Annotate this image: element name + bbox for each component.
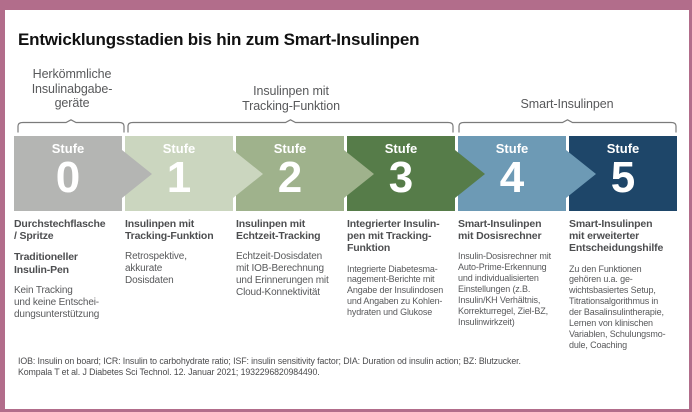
stage-0-description: Kein Tracking und keine Entschei- dungsu… xyxy=(14,284,100,320)
stage-0: Stufe 0 xyxy=(14,136,152,211)
stage-3-heading: Integrierter Insulin- pen mit Tracking- … xyxy=(347,218,440,255)
stage-1-text: Insulinpen mit Tracking-Funktion Retrosp… xyxy=(125,218,233,351)
brace-smart-icon xyxy=(458,119,677,133)
stage-1-step-label: Stufe xyxy=(162,141,196,156)
stage-0-heading: Durchstechflasche / Spritze xyxy=(14,218,106,243)
arrow-right-icon xyxy=(566,149,596,198)
stage-2-block: Stufe 2 xyxy=(236,136,344,211)
group-label-smart: Smart-Insulinpen xyxy=(520,97,614,111)
stage-2-heading: Insulinpen mit Echtzeit-Tracking xyxy=(236,218,321,243)
stage-5-heading: Smart-Insulinpen mit erweiterter Entsche… xyxy=(569,218,664,255)
stage-4-heading: Smart-Insulinpen mit Dosisrechner xyxy=(458,218,542,243)
page-title: Entwicklungsstadien bis hin zum Smart-In… xyxy=(18,30,420,49)
stage-4-text: Smart-Insulinpen mit Dosisrechner Insuli… xyxy=(458,218,566,351)
stage-4-step-label: Stufe xyxy=(495,141,529,156)
stage-1-heading: Insulinpen mit Tracking-Funktion xyxy=(125,218,214,243)
stage-0-block: Stufe 0 xyxy=(14,136,122,211)
stage-2-text: Insulinpen mit Echtzeit-Tracking Echtzei… xyxy=(236,218,344,351)
stage-descriptions: Durchstechflasche / Spritze Traditionell… xyxy=(14,218,677,351)
stage-5-number: 5 xyxy=(610,153,636,203)
stage-3-text: Integrierter Insulin- pen mit Tracking- … xyxy=(347,218,455,351)
footnote-abbreviations: IOB: Insulin on board; ICR: Insulin to c… xyxy=(18,356,521,366)
group-label-tracking: Insulinpen mit Tracking-Funktion xyxy=(242,84,340,113)
stage-2: Stufe 2 xyxy=(236,136,374,211)
stage-2-step-label: Stufe xyxy=(273,141,307,156)
brace-tracking-icon xyxy=(127,119,454,133)
stage-3-description: Integrierte Diabetesma- nagement-Bericht… xyxy=(347,263,444,318)
stage-2-description: Echtzeit-Dosisdaten mit IOB-Berechnung u… xyxy=(236,251,329,299)
stage-5-text: Smart-Insulinpen mit erweiterter Entsche… xyxy=(569,218,677,351)
arrow-right-icon xyxy=(233,149,263,198)
stage-0-heading2: Traditioneller Insulin-Pen xyxy=(14,251,78,276)
stage-0-step-label: Stufe xyxy=(51,141,85,156)
arrow-right-icon xyxy=(122,149,152,198)
stage-5-step-label: Stufe xyxy=(606,141,640,156)
arrow-right-icon xyxy=(344,149,374,198)
stage-3-number: 3 xyxy=(388,153,414,203)
stage-4-number: 4 xyxy=(499,153,525,203)
footnote-source: Kompala T et al. J Diabetes Sci Technol.… xyxy=(18,367,320,378)
stage-3-step-label: Stufe xyxy=(384,141,418,156)
group-label-traditional: Herkömmliche Insulinabgabe- geräte xyxy=(31,67,113,110)
stage-band: Stufe 0 Stufe 1 Stufe 2 Stufe 3 xyxy=(14,136,677,211)
arrow-right-icon xyxy=(455,149,485,198)
stage-1-description: Retrospektive, akkurate Dosisdaten xyxy=(125,251,187,287)
stage-2-number: 2 xyxy=(277,153,303,203)
stage-1-number: 1 xyxy=(166,153,192,203)
group-braces xyxy=(17,119,677,133)
stage-5-description: Zu den Funktionen gehören u.a. ge- wicht… xyxy=(569,263,666,351)
stage-4-description: Insulin-Dosisrechner mit Auto-Prime-Erke… xyxy=(458,251,551,328)
brace-traditional-icon xyxy=(17,119,125,133)
stage-0-number: 0 xyxy=(55,153,81,203)
stage-0-text: Durchstechflasche / Spritze Traditionell… xyxy=(14,218,122,351)
footnote-block: IOB: Insulin on board; ICR: Insulin to c… xyxy=(18,356,521,379)
